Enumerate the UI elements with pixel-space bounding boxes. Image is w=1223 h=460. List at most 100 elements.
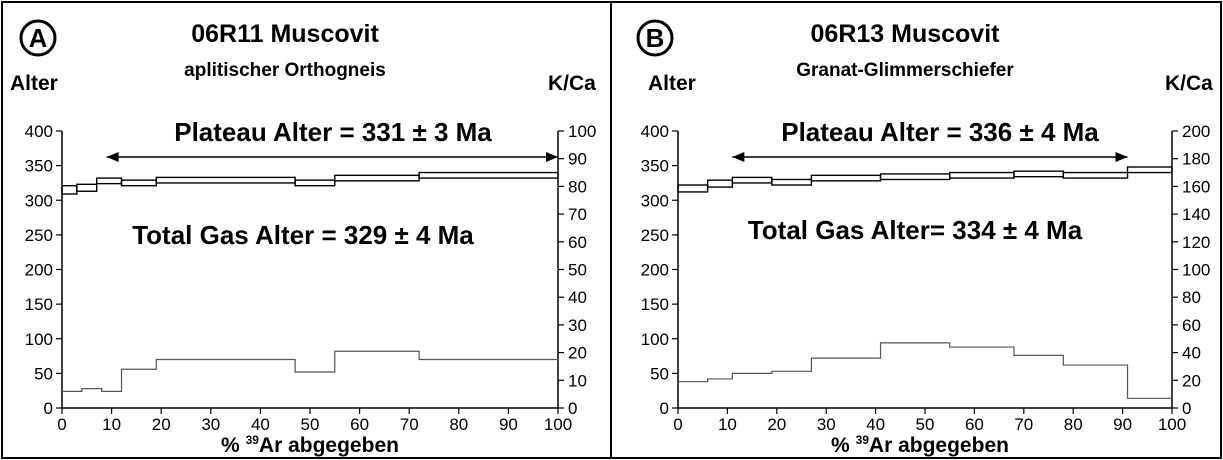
- y-left-tick-label: 100: [25, 330, 53, 349]
- y-right-tick-label: 180: [1182, 150, 1210, 169]
- age-step-box: [96, 177, 123, 185]
- chart-subtitle: aplitischer Orthogneis: [184, 60, 386, 81]
- x-tick-label: 90: [1113, 415, 1132, 434]
- x-tick-label: 20: [767, 415, 786, 434]
- y-right-tick-label: 0: [1182, 399, 1191, 418]
- y-left-tick-label: 100: [641, 330, 669, 349]
- age-step-box: [949, 171, 1015, 179]
- age-step-box: [334, 174, 420, 182]
- x-tick-label: 80: [449, 415, 468, 434]
- y-left-tick-label: 300: [641, 191, 669, 210]
- x-tick-label: 50: [301, 415, 320, 434]
- age-step-box: [1013, 170, 1065, 178]
- age-step-box: [1126, 166, 1173, 174]
- x-tick-label: 30: [201, 415, 220, 434]
- y-right-tick-label: 160: [1182, 177, 1210, 196]
- y-right-tick-label: 20: [568, 344, 587, 363]
- x-axis-label-isotope: 39: [856, 433, 870, 447]
- panel-letter-circle: [636, 19, 674, 57]
- x-tick-label: 30: [817, 415, 836, 434]
- panel-letter: A: [29, 23, 48, 53]
- y-right-tick-label: 200: [1182, 122, 1210, 141]
- y-axis-right-label: K/Ca: [1165, 72, 1213, 95]
- y-left-tick-label: 50: [34, 364, 53, 383]
- y-left-tick-label: 400: [641, 122, 669, 141]
- y-right-tick-label: 100: [568, 122, 596, 141]
- y-left-tick-label: 250: [641, 226, 669, 245]
- total-gas-age-annotation: Total Gas Alter= 334 ± 4 Ma: [748, 215, 1083, 245]
- y-axis-left-label: Alter: [10, 72, 58, 95]
- y-right-tick-label: 40: [1182, 344, 1201, 363]
- x-axis-label-suffix: Ar abgegeben: [259, 434, 399, 457]
- y-left-tick-label: 150: [25, 295, 53, 314]
- y-right-tick-label: 40: [568, 288, 587, 307]
- y-right-tick-label: 80: [568, 177, 587, 196]
- y-right-tick-label: 50: [568, 261, 587, 280]
- x-tick-label: 60: [965, 415, 984, 434]
- x-tick-label: 50: [916, 415, 935, 434]
- x-axis-label-suffix: Ar abgegeben: [869, 434, 1009, 457]
- plateau-age-annotation: Plateau Alter = 336 ± 4 Ma: [781, 117, 1099, 147]
- x-tick-label: 10: [718, 415, 737, 434]
- x-tick-label: 0: [57, 415, 66, 434]
- age-step-box: [155, 176, 296, 184]
- x-tick-label: 40: [251, 415, 270, 434]
- age-step-box: [677, 184, 709, 193]
- y-left-tick-label: 250: [25, 226, 53, 245]
- panel-letter-circle: [19, 19, 57, 57]
- kca-step-line: [678, 342, 1172, 399]
- age-step-box: [706, 179, 734, 188]
- x-tick-label: 100: [1158, 415, 1186, 434]
- y-left-tick-label: 350: [25, 157, 53, 176]
- y-right-tick-label: 0: [568, 399, 577, 418]
- y-right-tick-label: 20: [1182, 371, 1201, 390]
- x-axis-label: % 39Ar abgegeben: [831, 433, 1009, 457]
- x-tick-label: 70: [1014, 415, 1033, 434]
- y-right-tick-label: 70: [568, 205, 587, 224]
- y-right-tick-label: 10: [568, 371, 587, 390]
- age-step-box: [418, 171, 559, 179]
- age-step-box: [731, 176, 773, 184]
- x-tick-label: 10: [102, 415, 121, 434]
- plateau-age-annotation: Plateau Alter = 331 ± 3 Ma: [174, 117, 492, 147]
- x-tick-label: 70: [400, 415, 419, 434]
- y-right-tick-label: 60: [568, 233, 587, 252]
- age-step-box: [61, 185, 78, 195]
- y-left-tick-label: 0: [44, 399, 53, 418]
- age-step-box: [771, 178, 813, 186]
- total-gas-age-annotation: Total Gas Alter = 329 ± 4 Ma: [132, 220, 474, 250]
- y-axis-right-label: K/Ca: [548, 72, 596, 95]
- x-tick-label: 90: [499, 415, 518, 434]
- x-axis-label-prefix: %: [831, 434, 856, 457]
- y-left-tick-label: 50: [650, 364, 669, 383]
- x-tick-label: 60: [350, 415, 369, 434]
- plateau-arrow-head-right: [546, 152, 558, 162]
- y-right-tick-label: 80: [1182, 288, 1201, 307]
- panel-b: B 06R13 Muscovit Granat-Glimmerschiefer …: [636, 19, 1213, 457]
- age-step-box: [120, 179, 157, 187]
- chart-title: 06R13 Muscovit: [811, 20, 1001, 48]
- x-tick-label: 80: [1064, 415, 1083, 434]
- y-right-tick-label: 100: [1182, 261, 1210, 280]
- y-left-tick-label: 200: [641, 261, 669, 280]
- y-right-tick-label: 140: [1182, 205, 1210, 224]
- x-tick-label: 20: [152, 415, 171, 434]
- y-left-tick-label: 300: [25, 191, 53, 210]
- age-step-box: [76, 183, 98, 192]
- y-left-tick-label: 150: [641, 295, 669, 314]
- x-tick-label: 40: [866, 415, 885, 434]
- y-right-tick-label: 60: [1182, 316, 1201, 335]
- x-axis-label-prefix: %: [221, 434, 246, 457]
- panel-letter: B: [646, 23, 665, 53]
- y-left-tick-label: 400: [25, 122, 53, 141]
- plateau-arrow-head-left: [732, 152, 745, 162]
- panel-a: A 06R11 Muscovit aplitischer Orthogneis …: [10, 19, 596, 457]
- y-axis-left-label: Alter: [648, 72, 696, 95]
- chart-subtitle: Granat-Glimmerschiefer: [796, 60, 1014, 81]
- y-left-tick-label: 0: [660, 399, 669, 418]
- age-step-box: [294, 179, 336, 187]
- y-right-tick-label: 90: [568, 150, 587, 169]
- x-axis-label: % 39Ar abgegeben: [221, 433, 399, 457]
- y-left-tick-label: 350: [641, 157, 669, 176]
